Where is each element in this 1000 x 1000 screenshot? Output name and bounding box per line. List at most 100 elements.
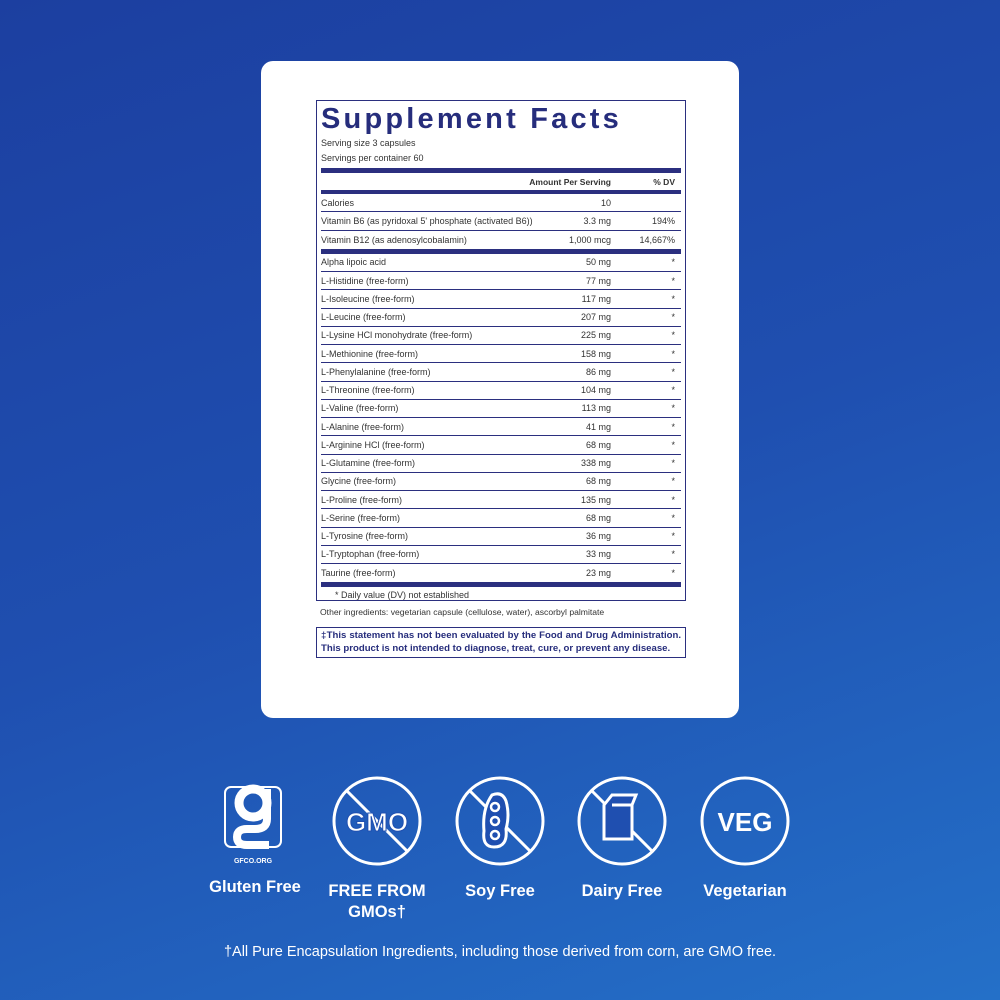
nutrient-row: L-Phenylalanine (free-form) 86 mg * bbox=[321, 363, 681, 382]
amount-header: Amount Per Serving bbox=[529, 176, 611, 187]
nutrient-dv: * bbox=[671, 330, 675, 341]
nutrient-dv: * bbox=[671, 512, 675, 523]
servings-per-container: Servings per container 60 bbox=[321, 153, 424, 163]
nutrient-row: L-Alanine (free-form) 41 mg * bbox=[321, 418, 681, 437]
nutrient-name: Vitamin B12 (as adenosylcobalamin) bbox=[321, 234, 467, 245]
badge-label: Gluten Free bbox=[209, 878, 301, 896]
nutrient-name: L-Histidine (free-form) bbox=[321, 275, 409, 286]
nutrient-dv: 14,667% bbox=[639, 234, 675, 245]
nutrient-name: Alpha lipoic acid bbox=[321, 257, 387, 268]
nutrient-amount: 86 mg bbox=[585, 366, 611, 377]
divider bbox=[321, 248, 681, 254]
nutrient-row: L-Arginine HCl (free-form) 68 mg * bbox=[321, 436, 681, 455]
nutrient-amount: 207 mg bbox=[580, 312, 611, 323]
badge-gluten-free: GFCO.ORG Gluten Free bbox=[190, 775, 320, 898]
nutrient-dv: * bbox=[671, 494, 675, 505]
serving-size: Serving size 3 capsules bbox=[321, 138, 416, 148]
dv-footnote: * Daily value (DV) not established bbox=[335, 590, 470, 601]
nutrient-dv: * bbox=[671, 385, 675, 396]
nutrient-name: L-Methionine (free-form) bbox=[321, 348, 419, 359]
nutrient-row: L-Methionine (free-form) 158 mg * bbox=[321, 345, 681, 364]
divider bbox=[321, 582, 681, 588]
nutrient-dv: * bbox=[671, 549, 675, 560]
nutrient-row: L-Tryptophan (free-form) 33 mg * bbox=[321, 546, 681, 564]
nutrient-amount: 135 mg bbox=[580, 494, 611, 505]
nutrient-amount: 68 mg bbox=[585, 512, 611, 523]
nutrient-name: L-Glutamine (free-form) bbox=[321, 458, 416, 469]
nutrient-dv: * bbox=[671, 476, 675, 487]
nutrient-name: Vitamin B6 (as pyridoxal 5' phosphate (a… bbox=[321, 215, 533, 226]
nutrient-row: L-Proline (free-form) 135 mg * bbox=[321, 491, 681, 510]
nutrient-row: L-Lysine HCl monohydrate (free-form) 225 … bbox=[321, 327, 681, 345]
badge-label: Dairy Free bbox=[581, 882, 663, 900]
nutrient-row: L-Leucine (free-form) 207 mg * bbox=[321, 309, 681, 327]
nutrient-amount: 68 mg bbox=[585, 439, 611, 450]
nutrient-amount: 3.3 mg bbox=[583, 215, 611, 226]
supplement-facts-table: Supplement Facts Serving size 3 capsules… bbox=[316, 100, 686, 601]
nutrient-row: Vitamin B12 (as adenosylcobalamin) 1,000 … bbox=[321, 231, 681, 249]
table-header: Amount Per Serving % DV bbox=[321, 173, 681, 190]
supplement-facts-title: Supplement Facts bbox=[321, 103, 622, 135]
divider bbox=[321, 190, 681, 194]
nutrient-amount: 10 bbox=[600, 197, 611, 208]
nutrient-name: L-Phenylalanine (free-form) bbox=[321, 366, 431, 377]
nutrient-amount: 1,000 mcg bbox=[568, 234, 611, 245]
nutrient-row: Vitamin B6 (as pyridoxal 5' phosphate (a… bbox=[321, 212, 681, 231]
nutrient-row: L-Threonine (free-form) 104 mg * bbox=[321, 382, 681, 400]
nutrient-name: L-Proline (free-form) bbox=[321, 494, 403, 505]
nutrient-name: L-Valine (free-form) bbox=[321, 403, 399, 414]
nutrient-dv: * bbox=[671, 257, 675, 268]
nutrient-amount: 104 mg bbox=[580, 385, 611, 396]
nutrient-amount: 41 mg bbox=[585, 421, 611, 432]
nutrient-dv: * bbox=[671, 312, 675, 323]
nutrient-name: L-Tryptophan (free-form) bbox=[321, 549, 420, 560]
no-gmo-icon: GMO bbox=[332, 776, 422, 866]
nutrient-name: L-Isoleucine (free-form) bbox=[321, 293, 415, 304]
nutrient-row: L-Histidine (free-form) 77 mg * bbox=[321, 272, 681, 291]
nutrient-amount: 50 mg bbox=[585, 257, 611, 268]
nutrient-amount: 33 mg bbox=[585, 549, 611, 560]
nutrient-row: Glycine (free-form) 68 mg * bbox=[321, 473, 681, 491]
nutrient-row: L-Glutamine (free-form) 338 mg * bbox=[321, 455, 681, 473]
vegetarian-icon: VEG bbox=[700, 776, 790, 866]
nutrient-amount: 338 mg bbox=[580, 458, 611, 469]
nutrient-amount: 23 mg bbox=[585, 568, 611, 579]
badge-label: FREE FROM GMOs† bbox=[328, 882, 426, 921]
nutrient-row: Alpha lipoic acid 50 mg * bbox=[321, 254, 681, 272]
nutrient-row: L-Tyrosine (free-form) 36 mg * bbox=[321, 528, 681, 546]
fda-disclaimer: ‡This statement has not been evaluated b… bbox=[316, 627, 686, 658]
svg-text:GMO: GMO bbox=[346, 807, 408, 837]
gmo-footnote: †All Pure Encapsulation Ingredients, inc… bbox=[223, 944, 777, 960]
nutrient-name: L-Leucine (free-form) bbox=[321, 312, 406, 323]
other-ingredients: Other ingredients: vegetarian capsule (c… bbox=[320, 607, 605, 617]
nutrient-row: L-Serine (free-form) 68 mg * bbox=[321, 509, 681, 528]
nutrient-name: L-Arginine HCl (free-form) bbox=[321, 439, 425, 450]
svg-text:VEG: VEG bbox=[718, 807, 773, 837]
nutrient-dv: * bbox=[671, 458, 675, 469]
nutrient-name: L-Lysine HCl monohydrate (free-form) bbox=[321, 330, 473, 341]
nutrient-amount: 158 mg bbox=[580, 348, 611, 359]
nutrient-dv: * bbox=[671, 275, 675, 286]
nutrient-dv: * bbox=[671, 403, 675, 414]
nutrient-amount: 225 mg bbox=[580, 330, 611, 341]
nutrient-name: L-Tyrosine (free-form) bbox=[321, 531, 409, 542]
nutrient-dv: 194% bbox=[651, 215, 675, 226]
nutrient-name: L-Serine (free-form) bbox=[321, 512, 401, 523]
nutrient-name: Calories bbox=[321, 197, 355, 208]
badge-soy-free: Soy Free bbox=[435, 775, 565, 902]
nutrient-amount: 68 mg bbox=[585, 476, 611, 487]
nutrient-dv: * bbox=[671, 293, 675, 304]
nutrient-dv: * bbox=[671, 439, 675, 450]
svg-text:GFCO.ORG: GFCO.ORG bbox=[234, 858, 273, 865]
nutrient-amount: 36 mg bbox=[585, 531, 611, 542]
nutrient-row: Taurine (free-form) 23 mg * bbox=[321, 564, 681, 582]
nutrient-name: L-Alanine (free-form) bbox=[321, 421, 405, 432]
badge-gmo-free: GMO FREE FROM GMOs† bbox=[312, 775, 442, 923]
gluten-free-gfco-icon: GFCO.ORG bbox=[224, 784, 282, 865]
nutrient-name: Glycine (free-form) bbox=[321, 476, 397, 487]
nutrient-row: L-Isoleucine (free-form) 117 mg * bbox=[321, 290, 681, 309]
badge-vegetarian: VEG Vegetarian bbox=[680, 775, 810, 902]
nutrient-dv: * bbox=[671, 568, 675, 579]
nutrient-amount: 77 mg bbox=[585, 275, 611, 286]
divider bbox=[321, 168, 681, 173]
